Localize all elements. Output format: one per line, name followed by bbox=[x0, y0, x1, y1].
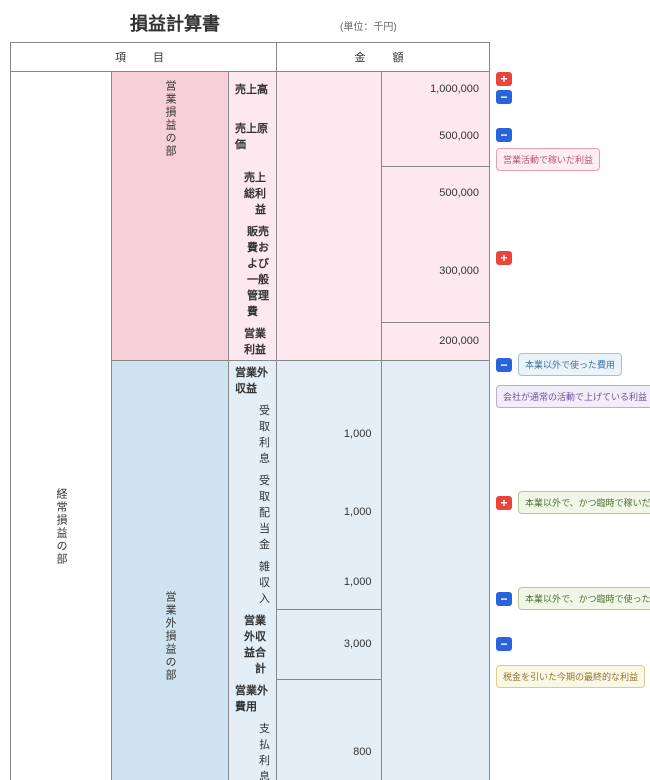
val-opincome: 200,000 bbox=[382, 322, 490, 361]
minus-icon: − bbox=[496, 358, 512, 372]
row-int-exp: 支払利息 bbox=[229, 717, 277, 780]
row-misc-income: 雑収入 bbox=[229, 555, 277, 609]
callout-net: 税金を引いた今期の最終的な利益 bbox=[496, 665, 645, 688]
row-gross: 売上総利益 bbox=[229, 166, 277, 220]
page-title: 損益計算書 bbox=[130, 10, 220, 36]
row-sga: 販売費および一般管理費 bbox=[229, 220, 277, 322]
pl-table: 項 目 金 額 経常損益の部 営業損益の部 売上高 1,000,000 売上原価… bbox=[10, 42, 490, 780]
callout-sp-gain: 本業以外で、かつ臨時で稼いだ利益 bbox=[518, 491, 650, 514]
income-statement: 損益計算書 (単位：千円) 項 目 金 額 経常損益の部 営業損益の部 売上高 … bbox=[10, 10, 640, 780]
row-int-income: 受取利息 bbox=[229, 399, 277, 469]
minus-icon: − bbox=[496, 90, 512, 104]
header-amount: 金 額 bbox=[277, 43, 490, 72]
val-cogs: 500,000 bbox=[382, 107, 490, 166]
val-sales: 1,000,000 bbox=[382, 72, 490, 107]
operating-section-label: 営業損益の部 bbox=[112, 72, 229, 167]
row-nonop-rev-total: 営業外収益合計 bbox=[229, 609, 277, 679]
nonop-section-label: 営業外損益の部 bbox=[112, 361, 229, 780]
row-sales: 売上高 bbox=[229, 72, 277, 107]
row-nonop-exp-h: 営業外費用 bbox=[229, 679, 277, 717]
callout-nonop-exp: 本業以外で使った費用 bbox=[518, 353, 622, 376]
val-nonop-rev-total: 3,000 bbox=[277, 609, 382, 679]
header-item: 項 目 bbox=[11, 43, 277, 72]
callout-ordinary: 会社が通常の活動で上げている利益 bbox=[496, 385, 650, 408]
callout-sp-loss: 本業以外で、かつ臨時で使った費用 bbox=[518, 587, 650, 610]
row-opincome: 営業利益 bbox=[229, 322, 277, 361]
minus-icon: − bbox=[496, 592, 512, 606]
minus-icon: − bbox=[496, 128, 512, 142]
row-nonop-rev-h: 営業外収益 bbox=[229, 361, 277, 400]
val-sga: 300,000 bbox=[382, 220, 490, 322]
plus-icon: + bbox=[496, 72, 512, 86]
val-div-income: 1,000 bbox=[277, 469, 382, 555]
val-int-income: 1,000 bbox=[277, 399, 382, 469]
ordinary-section-label: 経常損益の部 bbox=[11, 72, 112, 780]
val-gross: 500,000 bbox=[382, 166, 490, 220]
plus-icon: + bbox=[496, 496, 512, 510]
plus-icon: + bbox=[496, 251, 512, 265]
unit-label: (単位：千円) bbox=[340, 18, 397, 33]
row-cogs: 売上原価 bbox=[229, 107, 277, 166]
callout-op: 営業活動で稼いだ利益 bbox=[496, 148, 600, 171]
val-int-exp: 800 bbox=[277, 717, 382, 780]
minus-icon: − bbox=[496, 637, 512, 651]
row-div-income: 受取配当金 bbox=[229, 469, 277, 555]
val-misc-income: 1,000 bbox=[277, 555, 382, 609]
